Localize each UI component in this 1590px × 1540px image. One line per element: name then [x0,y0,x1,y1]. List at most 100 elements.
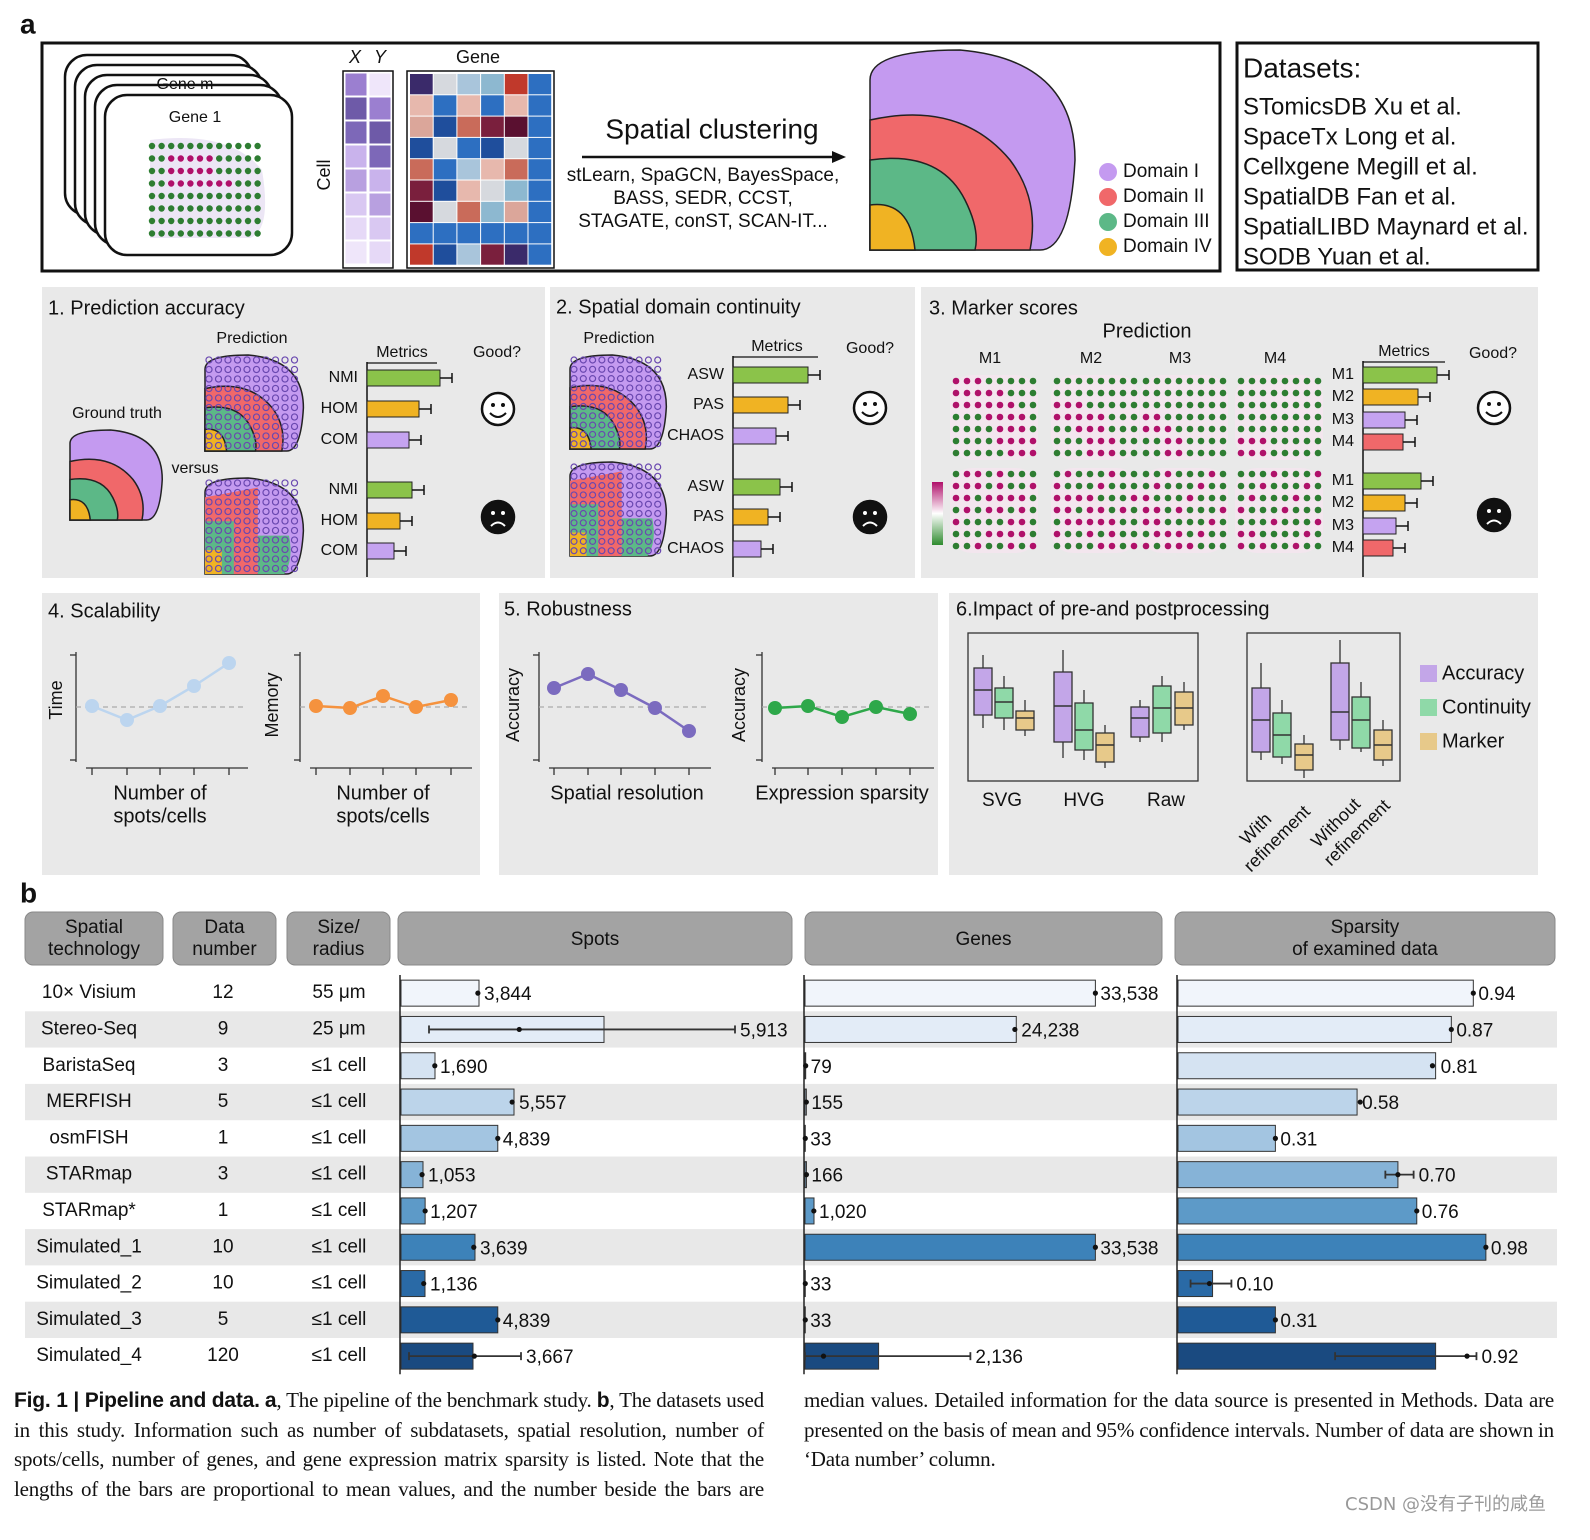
spot [1175,425,1183,433]
shape [504,201,528,223]
spot [233,555,242,563]
spot [607,421,615,429]
shape [366,481,413,499]
label: ≤1 cell [312,1200,367,1221]
shape [433,244,457,265]
spot [244,167,252,175]
label: 25 μm [312,1018,365,1039]
spot [252,413,261,421]
spot [1219,470,1227,478]
spot [1314,506,1322,514]
spot [635,482,643,490]
spot [1237,413,1245,421]
spot [177,180,184,187]
spot [1237,425,1245,433]
label: Expression sparsity [755,782,928,804]
shape [42,593,480,875]
spot [654,509,662,518]
eye [501,511,505,515]
median-marker [1448,1026,1454,1033]
bar [804,1015,1017,1043]
label: stLearn, SpaGCN, BayesSpace, [567,165,839,186]
spot [616,375,625,383]
median-marker [1092,990,1098,996]
spot [963,506,971,514]
shape [1051,468,1139,553]
spot [996,506,1004,514]
spot [196,192,204,200]
spot [271,422,280,431]
spot [570,547,578,555]
point [903,707,917,721]
spot [290,536,299,544]
spot [963,449,971,457]
spot [205,375,213,383]
spot [224,356,232,364]
spot [1086,437,1094,445]
spot [589,491,597,499]
spot [252,498,261,506]
spot [158,142,165,150]
spot [1208,437,1216,445]
spot [1153,530,1161,538]
spot [1175,449,1183,457]
spot [1029,377,1037,385]
spot [168,180,175,187]
spot [290,517,299,525]
shape [481,244,504,265]
bar [400,979,480,1007]
spot [290,507,299,516]
label: Good? [846,340,894,357]
spot [1270,518,1278,526]
spot [187,205,194,212]
point [547,681,561,695]
spot [158,230,165,237]
point [343,701,357,715]
spot [243,507,251,516]
spot [598,384,606,392]
spot [607,482,615,490]
spot [290,422,299,431]
spot [224,375,232,383]
caption-label: Fig. 1 | Pipeline and data. [14,1389,260,1412]
point [409,700,423,714]
spot [570,365,578,373]
label: 0.76 [1422,1202,1459,1223]
legend-dot [1099,238,1117,256]
spot [607,472,615,480]
label: osmFISH [49,1127,128,1148]
bar [400,1197,426,1225]
spot [1208,542,1216,550]
spot [271,432,280,440]
spot [1018,449,1026,457]
spot [1108,413,1116,421]
spot [1248,530,1256,538]
spot [1108,530,1116,538]
shape [481,201,504,223]
spot [1237,494,1245,502]
spot [985,518,993,526]
spot [644,440,652,448]
label: BASS, SEDR, CCST, [613,188,793,209]
spot [1314,470,1322,478]
label: BaristaSeq [43,1055,136,1076]
label: Cellxgene Megill et al. [1243,153,1478,180]
label: Simulated_2 [36,1273,142,1294]
spot [1208,482,1216,490]
spot [1086,449,1094,457]
spot [1064,401,1072,409]
spot [205,564,213,573]
shape [1130,706,1150,738]
spot [598,547,606,555]
eye [1487,402,1491,406]
spot [271,517,280,525]
spot [616,393,625,401]
label: 10 [212,1273,233,1294]
spot [996,470,1004,478]
label: 5,913 [740,1020,788,1041]
shape [433,137,457,159]
domain-map [869,49,1076,251]
spot [635,402,643,411]
shape [528,159,552,180]
spot [216,217,223,225]
